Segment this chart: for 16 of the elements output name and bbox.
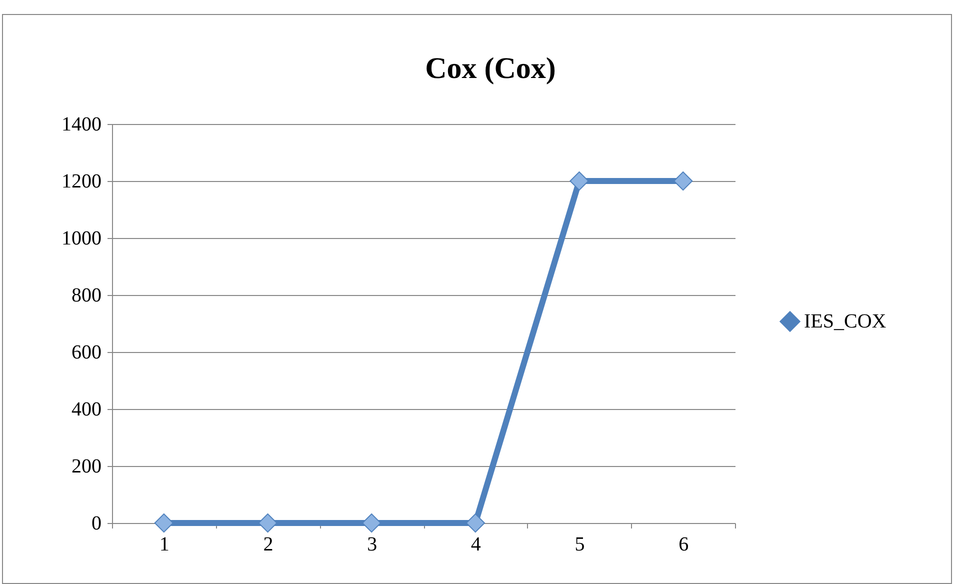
- x-tick-label: 1: [159, 534, 170, 556]
- x-tick-label: 2: [263, 534, 274, 556]
- x-tick-label: 4: [470, 534, 481, 556]
- y-tick-label: 600: [72, 342, 102, 364]
- legend-label: IES_COX: [804, 310, 887, 332]
- chart-title: Cox (Cox): [425, 52, 556, 85]
- x-tick-label: 6: [678, 534, 689, 556]
- y-tick-label: 1200: [62, 170, 102, 192]
- y-tick-label: 1400: [62, 114, 102, 136]
- y-tick-label: 200: [72, 456, 102, 478]
- y-tick-label: 400: [72, 398, 102, 420]
- y-tick-label: 1000: [62, 228, 102, 250]
- y-tick-label: 0: [92, 512, 102, 534]
- x-tick-label: 3: [367, 534, 378, 556]
- y-tick-label: 800: [72, 284, 102, 306]
- x-tick-label: 5: [574, 534, 585, 556]
